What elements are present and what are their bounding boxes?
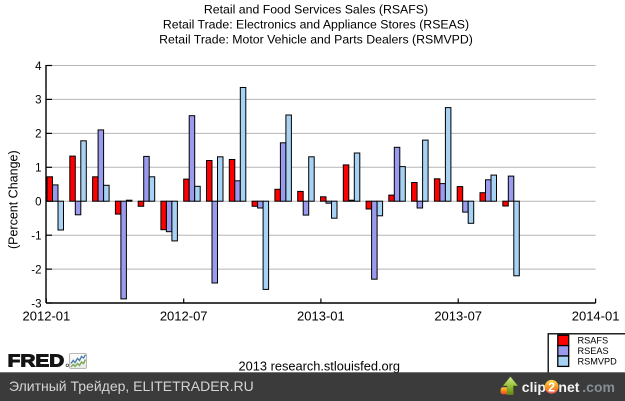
svg-text:RSEAS: RSEAS bbox=[578, 346, 609, 356]
svg-text:Retail Trade: Electronics and: Retail Trade: Electronics and Appliance … bbox=[163, 18, 469, 32]
svg-text:2012-01: 2012-01 bbox=[23, 308, 71, 323]
svg-text:2013-07: 2013-07 bbox=[434, 308, 482, 323]
svg-text:2013-01: 2013-01 bbox=[297, 308, 345, 323]
svg-text:-1: -1 bbox=[31, 231, 41, 243]
svg-text:2: 2 bbox=[35, 129, 41, 141]
svg-text:Retail Trade: Motor Vehicle an: Retail Trade: Motor Vehicle and Parts De… bbox=[159, 32, 473, 46]
svg-text:3: 3 bbox=[35, 95, 41, 107]
svg-text:RSMVPD: RSMVPD bbox=[578, 357, 618, 367]
svg-text:Retail and Food Services Sales: Retail and Food Services Sales (RSAFS) bbox=[204, 2, 428, 16]
svg-text:FRED: FRED bbox=[8, 351, 64, 371]
svg-text:2: 2 bbox=[548, 380, 555, 394]
svg-text:2014-01: 2014-01 bbox=[572, 308, 620, 323]
svg-text:.com: .com bbox=[582, 379, 615, 395]
svg-text:1: 1 bbox=[35, 163, 41, 175]
svg-text:2013 research.stlouisfed.org: 2013 research.stlouisfed.org bbox=[239, 358, 400, 373]
svg-text:RSAFS: RSAFS bbox=[578, 336, 609, 346]
svg-text:0: 0 bbox=[35, 197, 41, 209]
svg-text:-3: -3 bbox=[31, 298, 41, 310]
svg-text:-2: -2 bbox=[31, 264, 41, 276]
svg-text:net: net bbox=[558, 379, 579, 395]
svg-text:Элитный Трейдер, ELITETRADER.R: Элитный Трейдер, ELITETRADER.RU bbox=[9, 378, 254, 394]
svg-text:4: 4 bbox=[35, 61, 42, 73]
svg-text:(Percent Change): (Percent Change) bbox=[7, 150, 21, 249]
svg-text:clip: clip bbox=[522, 379, 546, 395]
svg-text:2012-07: 2012-07 bbox=[160, 308, 208, 323]
